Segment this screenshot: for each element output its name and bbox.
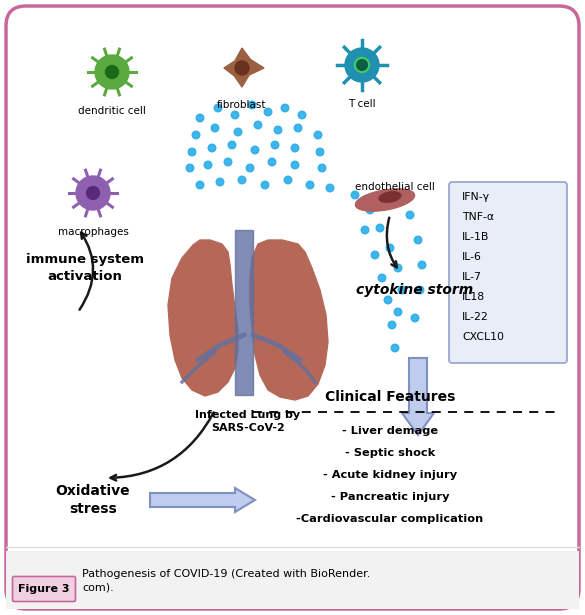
Text: -Cardiovascular complication: -Cardiovascular complication	[297, 514, 484, 524]
Circle shape	[314, 131, 322, 139]
Circle shape	[361, 226, 369, 234]
Circle shape	[391, 344, 399, 352]
Text: Infected Lung by
SARS-CoV-2: Infected Lung by SARS-CoV-2	[195, 410, 301, 433]
Circle shape	[87, 186, 99, 199]
Text: T cell: T cell	[348, 99, 376, 109]
FancyArrow shape	[150, 488, 255, 512]
Text: endothelial cell: endothelial cell	[355, 182, 435, 192]
Bar	[235, 230, 253, 395]
Text: Clinical Features: Clinical Features	[325, 390, 455, 404]
FancyArrow shape	[402, 358, 434, 435]
FancyBboxPatch shape	[6, 6, 579, 609]
Circle shape	[398, 286, 406, 294]
Text: dendritic cell: dendritic cell	[78, 106, 146, 116]
Text: - Pancreatic injury: - Pancreatic injury	[331, 492, 449, 502]
Text: IL-6: IL-6	[462, 252, 482, 262]
Circle shape	[394, 308, 402, 315]
Circle shape	[188, 148, 196, 156]
Circle shape	[238, 177, 246, 184]
Circle shape	[271, 141, 279, 149]
Circle shape	[234, 128, 242, 136]
Text: IL18: IL18	[462, 292, 485, 302]
Circle shape	[316, 148, 324, 156]
Circle shape	[394, 264, 402, 272]
Ellipse shape	[379, 192, 401, 202]
Text: - Liver demage: - Liver demage	[342, 426, 438, 436]
Text: - Acute kidney injury: - Acute kidney injury	[323, 470, 457, 480]
Circle shape	[76, 176, 110, 210]
Circle shape	[411, 314, 419, 322]
Circle shape	[371, 251, 379, 259]
Circle shape	[318, 164, 326, 172]
Circle shape	[366, 206, 374, 214]
Circle shape	[268, 158, 276, 166]
Circle shape	[291, 161, 299, 169]
Circle shape	[378, 274, 386, 282]
Circle shape	[291, 144, 299, 152]
Circle shape	[261, 181, 269, 189]
Circle shape	[228, 141, 236, 149]
Text: cytokine storm: cytokine storm	[356, 283, 474, 297]
Text: IL-1B: IL-1B	[462, 232, 490, 242]
Circle shape	[284, 177, 292, 184]
Text: IL-22: IL-22	[462, 312, 488, 322]
Circle shape	[235, 61, 249, 75]
Circle shape	[95, 55, 129, 89]
Circle shape	[254, 121, 262, 129]
Circle shape	[186, 164, 194, 172]
Text: IFN-γ: IFN-γ	[462, 192, 490, 202]
Text: Oxidative
stress: Oxidative stress	[56, 485, 130, 515]
FancyBboxPatch shape	[6, 551, 579, 609]
Circle shape	[211, 124, 219, 132]
Text: fibroblast: fibroblast	[217, 100, 267, 110]
Circle shape	[196, 114, 204, 122]
Circle shape	[384, 296, 392, 304]
Text: Figure 3: Figure 3	[18, 584, 70, 594]
Circle shape	[386, 244, 394, 252]
Circle shape	[326, 184, 334, 192]
Circle shape	[251, 146, 259, 154]
Circle shape	[281, 104, 289, 112]
Circle shape	[105, 66, 118, 79]
Circle shape	[204, 161, 212, 169]
Circle shape	[214, 104, 222, 112]
Text: immune system
activation: immune system activation	[26, 253, 144, 282]
Circle shape	[306, 181, 314, 189]
Polygon shape	[250, 240, 328, 400]
Circle shape	[274, 126, 282, 134]
Circle shape	[192, 131, 200, 139]
Polygon shape	[224, 48, 264, 87]
Text: IL-7: IL-7	[462, 272, 482, 282]
Circle shape	[231, 111, 239, 119]
Circle shape	[224, 158, 232, 166]
FancyBboxPatch shape	[449, 182, 567, 363]
Circle shape	[196, 181, 204, 189]
Circle shape	[376, 224, 384, 232]
Circle shape	[345, 48, 379, 82]
Circle shape	[264, 108, 272, 116]
Text: macrophages: macrophages	[57, 227, 129, 237]
Circle shape	[416, 286, 424, 294]
Circle shape	[216, 178, 224, 186]
Circle shape	[208, 144, 216, 152]
Circle shape	[246, 164, 254, 172]
Text: TNF-α: TNF-α	[462, 212, 494, 222]
Circle shape	[248, 101, 256, 109]
Circle shape	[406, 211, 414, 219]
Text: Pathogenesis of COVID-19 (Created with BioRender.
com).: Pathogenesis of COVID-19 (Created with B…	[82, 569, 370, 593]
Text: CXCL10: CXCL10	[462, 332, 504, 342]
Circle shape	[414, 236, 422, 244]
Text: - Septic shock: - Septic shock	[345, 448, 435, 458]
FancyBboxPatch shape	[12, 576, 75, 601]
Circle shape	[388, 321, 396, 329]
Circle shape	[355, 58, 369, 72]
Ellipse shape	[356, 189, 415, 211]
Circle shape	[351, 191, 359, 199]
Circle shape	[294, 124, 302, 132]
Circle shape	[418, 261, 426, 269]
Circle shape	[298, 111, 306, 119]
Polygon shape	[168, 240, 238, 396]
